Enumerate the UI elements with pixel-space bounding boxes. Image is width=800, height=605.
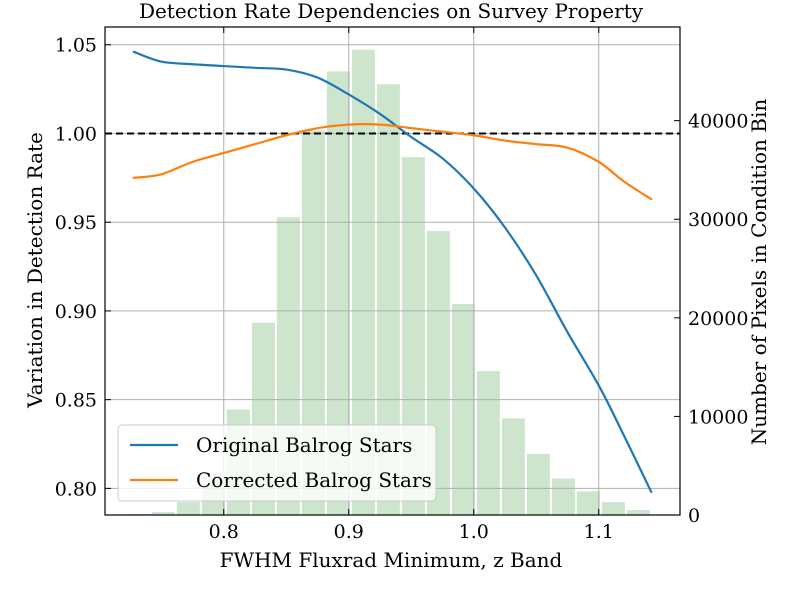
y-tick-label: 0.90 — [55, 301, 97, 323]
x-tick-label: 0.9 — [334, 521, 364, 543]
series-line-2 — [132, 123, 653, 201]
histogram-bar — [576, 491, 600, 515]
y-tick-label: 1.05 — [55, 35, 97, 57]
legend-box — [117, 424, 437, 502]
axes: 0.8 0.9 1.0 1.1 0.80 0.85 0.90 0.95 1.00 1.05 0 100… — [55, 26, 748, 543]
legend: Original Balrog Stars Corrected Balrog St… — [117, 424, 437, 502]
chart-title: Detection Rate Dependencies on Survey Pr… — [139, 0, 644, 23]
histogram-bar — [151, 512, 175, 515]
y2-axis-label: Number of Pixels in Condition Bin — [747, 99, 771, 446]
histogram-bar — [626, 510, 650, 515]
histogram-bar — [376, 84, 400, 515]
x-axis-label: FWHM Fluxrad Minimum, z Band — [220, 548, 563, 572]
x-tick-label: 0.8 — [209, 521, 239, 543]
y2-tick-label: 30000 — [688, 209, 748, 231]
histogram-bar — [551, 478, 575, 515]
histogram-bar — [501, 418, 525, 515]
histogram-bar — [451, 304, 475, 515]
histogram-bar — [176, 502, 200, 515]
y-axis-label: Variation in Detection Rate — [23, 132, 47, 409]
histogram-bar — [601, 502, 625, 515]
y-tick-label: 1.00 — [55, 123, 97, 145]
legend-label-1: Original Balrog Stars — [196, 433, 412, 457]
y-tick-label: 0.80 — [55, 478, 97, 500]
histogram-bar — [301, 130, 325, 516]
x-tick-label: 1.0 — [459, 521, 489, 543]
histogram-bar — [351, 49, 375, 516]
y-tick-label: 0.95 — [55, 212, 97, 234]
histogram-bar — [526, 453, 550, 515]
y2-tick-label: 40000 — [688, 111, 748, 133]
y2-tick-label: 10000 — [688, 406, 748, 428]
y2-tick-label: 20000 — [688, 308, 748, 330]
histogram-bar — [326, 71, 350, 515]
y2-tick-label: 0 — [688, 505, 700, 527]
plot-frame — [104, 26, 681, 516]
series-lines — [132, 50, 653, 494]
histogram-bar — [476, 371, 500, 515]
legend-label-2: Corrected Balrog Stars — [196, 468, 432, 492]
x-tick-label: 1.1 — [584, 521, 614, 543]
y-tick-label: 0.85 — [55, 390, 97, 412]
